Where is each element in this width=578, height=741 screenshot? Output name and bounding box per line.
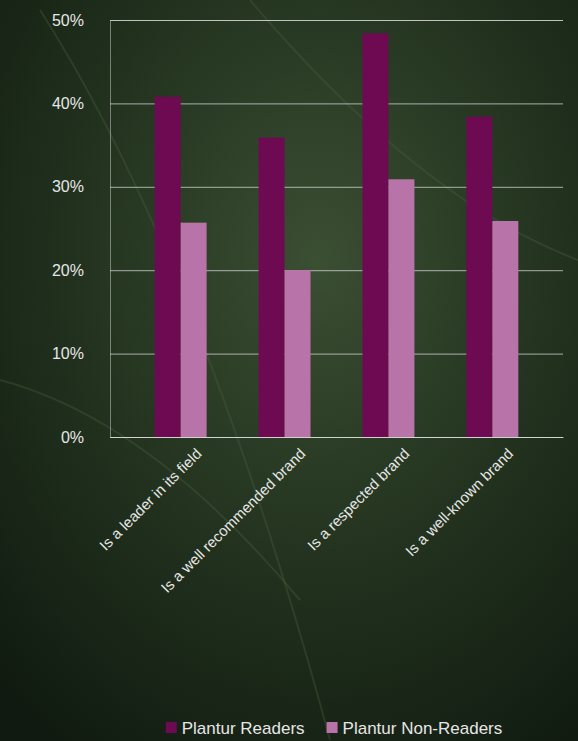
tick-label: Is a respected brand bbox=[304, 445, 413, 554]
tick-label: Is a well-known brand bbox=[402, 445, 517, 560]
legend: Plantur Readers Plantur Non-Readers bbox=[166, 719, 503, 738]
bar bbox=[181, 223, 207, 437]
bar bbox=[155, 97, 181, 437]
leaf-vein bbox=[40, 10, 330, 740]
legend-label: Plantur Non-Readers bbox=[343, 719, 503, 738]
tick: Is a respected brand bbox=[304, 437, 413, 554]
x-axis: Is a leader in its fieldIs a well recomm… bbox=[96, 437, 564, 596]
tick: 40% bbox=[52, 95, 563, 112]
legend-item: Plantur Non-Readers bbox=[327, 719, 503, 738]
legend-label: Plantur Readers bbox=[182, 719, 305, 738]
grid-line bbox=[110, 20, 563, 21]
tick-label: 40% bbox=[52, 95, 84, 112]
y-axis: 0% 10% 20% 30% 40% 50% bbox=[52, 12, 563, 446]
chart: 0% 10% 20% 30% 40% 50% Is a leader in its fiel… bbox=[0, 0, 578, 741]
series bbox=[155, 33, 493, 437]
bar bbox=[466, 117, 492, 437]
tick-label: 50% bbox=[52, 12, 84, 29]
legend-swatch bbox=[166, 722, 177, 733]
bar bbox=[492, 221, 518, 437]
bars bbox=[155, 33, 519, 437]
tick: Is a well-known brand bbox=[402, 437, 517, 559]
bar bbox=[259, 138, 285, 437]
tick: 50% bbox=[52, 12, 563, 29]
bar bbox=[285, 270, 311, 437]
tick: Is a well recommended brand bbox=[157, 437, 308, 596]
axis-line bbox=[111, 21, 564, 438]
tick-label: 10% bbox=[52, 345, 84, 362]
bar bbox=[388, 179, 414, 437]
axis-line bbox=[111, 437, 564, 438]
grid-line bbox=[110, 437, 563, 438]
tick-label: Is a well recommended brand bbox=[157, 445, 308, 596]
tick-label: Is a leader in its field bbox=[96, 445, 205, 554]
background-leaves bbox=[0, 0, 578, 740]
tick-label: 0% bbox=[61, 429, 84, 446]
legend-swatch bbox=[327, 722, 338, 733]
series bbox=[181, 179, 519, 437]
legend-item: Plantur Readers bbox=[166, 719, 305, 738]
tick-label: 20% bbox=[52, 262, 84, 279]
tick: Is a leader in its field bbox=[96, 437, 205, 554]
tick-label: 30% bbox=[52, 178, 84, 195]
bar bbox=[362, 33, 388, 437]
background bbox=[0, 0, 578, 741]
